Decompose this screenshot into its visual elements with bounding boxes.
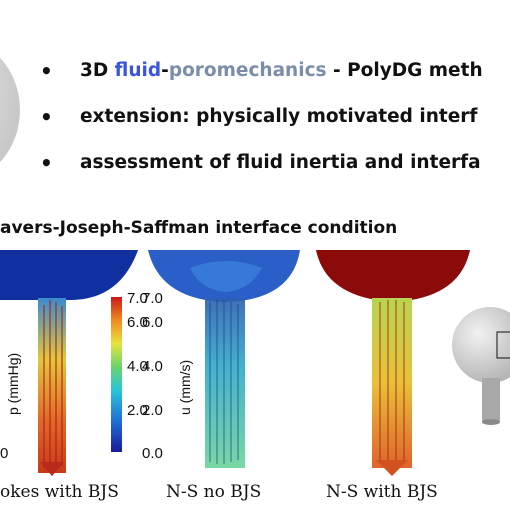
dash: - (161, 60, 169, 81)
colorbar-velocity: u (mm/s) (177, 360, 193, 415)
fluid-word: fluid (114, 60, 162, 81)
section-subtitle: avers-Joseph-Saffman interface condition (0, 218, 398, 238)
vector-glyphs-2 (209, 300, 239, 464)
colorbar-pressure: 7.0 6.0 4.0 2.0 0 p (mmHg) (0, 290, 148, 462)
pressure-channel-3 (372, 298, 412, 468)
outflow-arrow-1 (40, 462, 64, 476)
cbar-u-tick: 2.0 (142, 402, 163, 419)
pressure-channel-1 (38, 298, 66, 473)
colorbar-velocity-ticks: 7.0 6.0 4.0 2.0 0.0 (142, 290, 163, 462)
bullet-text: 3D fluid-poromechanics - PolyDG meth (80, 48, 483, 94)
bullet-suffix: - PolyDG meth (326, 60, 483, 81)
bullet-list: • 3D fluid-poromechanics - PolyDG meth •… (40, 48, 510, 186)
pressure-sphere-3 (316, 250, 470, 302)
simulation-figure: 7.0 6.0 4.0 2.0 0 p (mmHg) u (mm/s) 7.0 … (0, 250, 510, 476)
bullet-item-2: • extension: physically motivated interf (40, 94, 510, 140)
geometry-stem-base (482, 419, 500, 425)
cbar-u-label: u (mm/s) (177, 360, 193, 415)
geometry-stem (482, 378, 500, 422)
panel-ns-no-bjs (148, 250, 300, 468)
cbar-p-tick: 0 (0, 445, 8, 462)
panel-stokes-bjs (0, 250, 138, 476)
pressure-sphere-1 (0, 250, 138, 300)
poromechanics-word: poromechanics (168, 60, 327, 81)
velocity-channel-2 (205, 298, 245, 468)
cbar-u-tick: 0.0 (142, 445, 163, 462)
caption-ns-no-bjs: N-S no BJS (166, 482, 262, 502)
cbar-p-tick: 7.0 (127, 290, 148, 307)
caption-ns-with-bjs: N-S with BJS (326, 482, 438, 502)
sphere-partial-graphic (0, 57, 20, 163)
geometry-sphere (452, 307, 510, 383)
bullet-dot: • (40, 105, 53, 129)
velocity-sphere-2-highlight (190, 261, 262, 292)
vector-glyphs-1 (43, 300, 63, 472)
colorbar-pressure-gradient (111, 297, 122, 452)
bullet-text: extension: physically motivated interf (80, 106, 478, 127)
bullet-text: assessment of fluid inertia and interfa (80, 152, 481, 173)
caption-stokes-bjs: okes with BJS (0, 482, 119, 502)
zoom-box (496, 331, 510, 359)
outflow-arrow-3 (376, 460, 408, 476)
bullet-item-3: • assessment of fluid inertia and interf… (40, 140, 510, 186)
cbar-p-label: p (mmHg) (5, 353, 21, 415)
bullet-item-1: • 3D fluid-poromechanics - PolyDG meth (40, 48, 510, 94)
cbar-p-tick: 6.0 (127, 314, 148, 331)
cbar-p-tick: 2.0 (127, 402, 148, 419)
vector-glyphs-3 (379, 300, 405, 466)
bullet-dot: • (40, 59, 53, 83)
geometry-model (452, 307, 510, 425)
bullet-prefix: 3D (80, 60, 115, 81)
cbar-p-tick: 4.0 (127, 358, 148, 375)
cbar-u-tick: 7.0 (142, 290, 163, 307)
cbar-u-tick: 6.0 (142, 314, 163, 331)
panel-ns-with-bjs (316, 250, 470, 476)
cbar-u-tick: 4.0 (142, 358, 163, 375)
bullet-dot: • (40, 151, 53, 175)
